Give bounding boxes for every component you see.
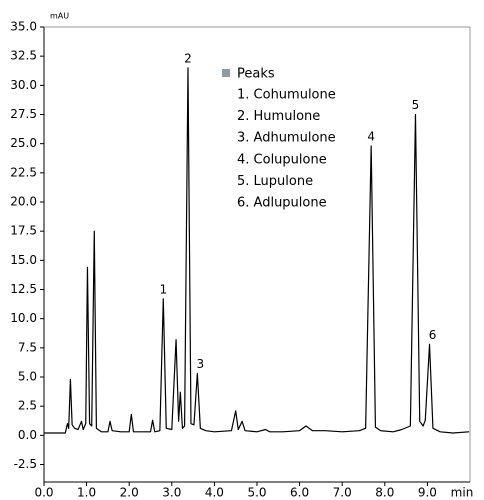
- peak-label: 2: [184, 51, 192, 65]
- x-tick-label: 6.0: [290, 486, 309, 500]
- x-tick-label: 2.0: [120, 486, 139, 500]
- legend-entry: 3. Adhumulone: [237, 131, 336, 146]
- x-tick-label: 3.0: [162, 486, 181, 500]
- x-tick-label: 9.0: [418, 486, 437, 500]
- legend-entry: 6. Adlupulone: [237, 196, 327, 211]
- y-tick-label: 2.5: [18, 399, 37, 413]
- x-tick-label: 0.0: [34, 486, 53, 500]
- y-tick-label: 15.0: [10, 253, 37, 267]
- x-tick-label: 5.0: [247, 486, 266, 500]
- peak-label: 4: [367, 130, 375, 144]
- trace: [44, 67, 470, 434]
- y-tick-label: 17.5: [10, 224, 37, 238]
- y-tick-label: 20.0: [10, 195, 37, 209]
- peak-label: 6: [429, 328, 437, 342]
- peak-label: 1: [159, 282, 167, 296]
- x-tick-label: 8.0: [375, 486, 394, 500]
- y-tick-label: 12.5: [10, 282, 37, 296]
- y-tick-label: 10.0: [10, 311, 37, 325]
- legend-title: Peaks: [237, 67, 275, 82]
- legend-entry: 4. Colupulone: [237, 152, 327, 167]
- y-tick-label: 5.0: [18, 370, 37, 384]
- y-tick-label: 35.0: [10, 20, 37, 34]
- legend-entry: 5. Lupulone: [237, 174, 313, 189]
- y-tick-label: 27.5: [10, 107, 37, 121]
- y-tick-label: 25.0: [10, 136, 37, 150]
- y-tick-label: 30.0: [10, 78, 37, 92]
- peak-label: 5: [412, 98, 420, 112]
- x-axis-label: min: [451, 486, 474, 500]
- y-tick-label: 32.5: [10, 49, 37, 63]
- y-tick-label: 22.5: [10, 165, 37, 179]
- legend-entry: 2. Humulone: [237, 109, 320, 124]
- x-tick-label: 1.0: [77, 486, 96, 500]
- y-tick-label: 0.0: [18, 428, 37, 442]
- y-tick-label: -2.5: [14, 457, 37, 471]
- y-tick-label: 7.5: [18, 340, 37, 354]
- y-axis-label: mAU: [50, 12, 69, 21]
- x-tick-label: 7.0: [333, 486, 352, 500]
- peak-label: 3: [197, 357, 205, 371]
- x-tick-label: 4.0: [205, 486, 224, 500]
- legend-marker: [222, 69, 230, 77]
- legend-entry: 1. Cohumulone: [237, 88, 336, 103]
